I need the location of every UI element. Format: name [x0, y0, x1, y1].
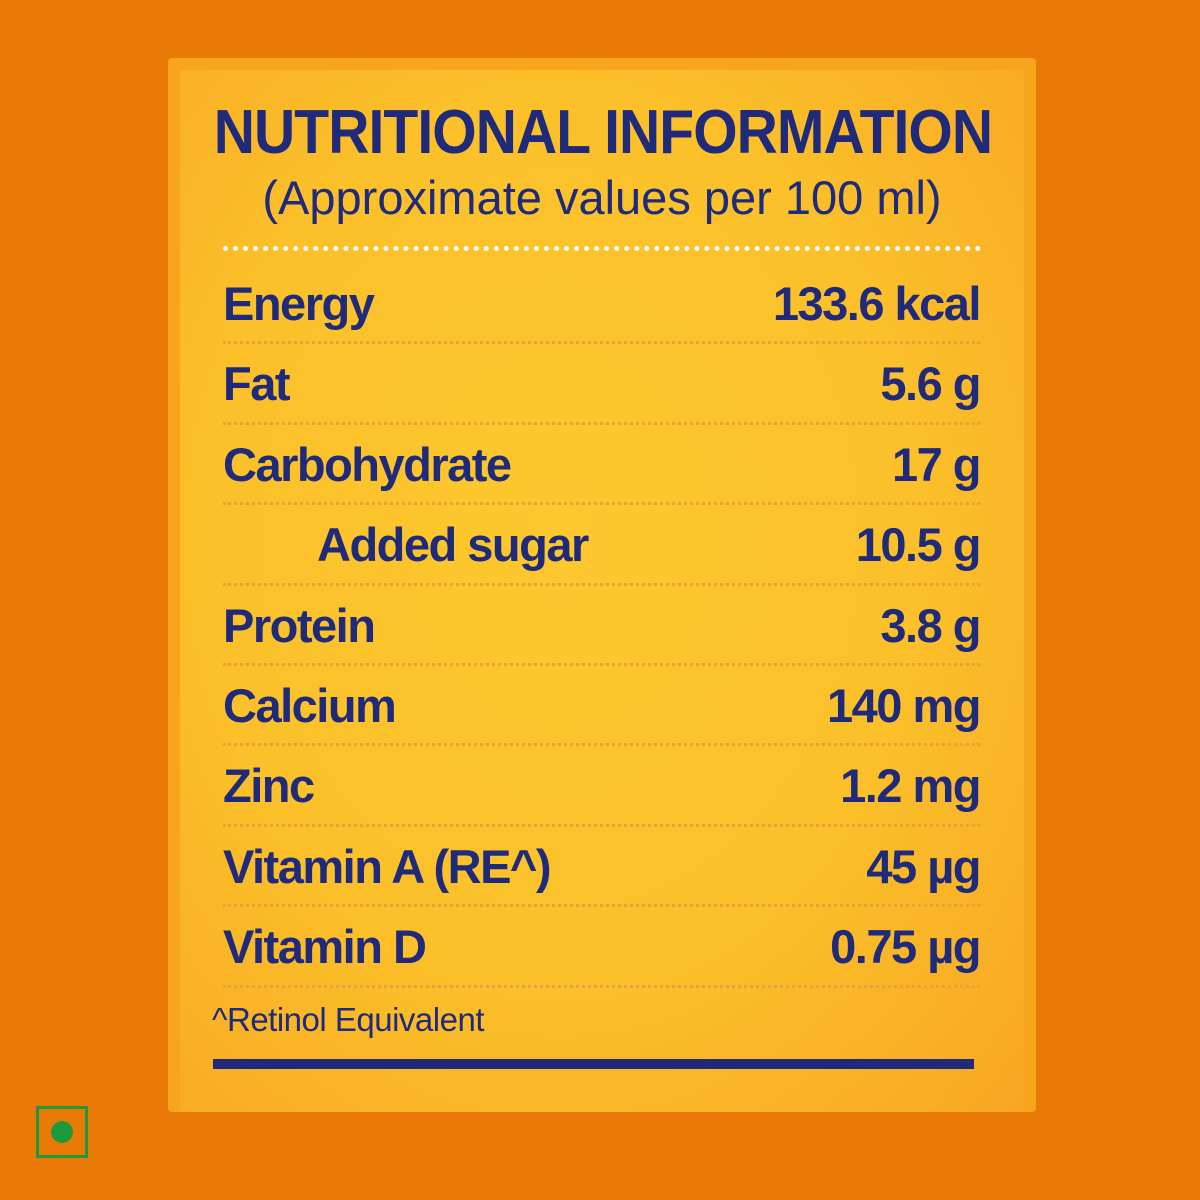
nutrient-value: 133.6 kcal [772, 277, 982, 330]
nutrition-row-protein: Protein 3.8 g [223, 586, 981, 666]
panel-title: NUTRITIONAL INFORMATION [213, 98, 993, 167]
nutrient-label: Zinc [223, 759, 315, 813]
nutrient-label: Vitamin A (RE^) [223, 839, 552, 893]
nutrient-label: Added sugar [317, 518, 589, 572]
nutrient-label: Carbohydrate [223, 437, 512, 491]
vegetarian-mark-icon [36, 1106, 88, 1158]
nutrient-label: Vitamin D [223, 920, 427, 974]
nutrition-row-calcium: Calcium 140 mg [223, 666, 981, 747]
nutrient-value: 45 µg [866, 839, 981, 893]
nutrient-value: 3.8 g [880, 598, 981, 652]
bottom-rule [213, 1059, 974, 1069]
nutrition-row-vitamin-d: Vitamin D 0.75 µg [223, 907, 981, 988]
panel-subtitle: (Approximate values per 100 ml) [262, 171, 942, 224]
nutrient-value: 1.2 mg [840, 759, 981, 813]
nutrition-row-vitamin-a: Vitamin A (RE^) 45 µg [223, 827, 981, 908]
nutrition-table: Energy 133.6 kcal Fat 5.6 g Carbohydrate… [223, 264, 982, 988]
dotted-divider [223, 246, 981, 251]
nutrition-row-added-sugar: Added sugar 10.5 g [223, 505, 982, 586]
nutrition-row-carbohydrate: Carbohydrate 17 g [223, 425, 982, 506]
nutrient-value: 5.6 g [880, 357, 981, 411]
nutrition-panel: NUTRITIONAL INFORMATION (Approximate val… [168, 58, 1036, 1112]
nutrient-label: Calcium [223, 678, 397, 732]
vegetarian-dot-icon [51, 1121, 73, 1143]
nutrition-row-energy: Energy 133.6 kcal [223, 264, 982, 345]
nutrient-value: 17 g [891, 437, 982, 491]
nutrient-label: Fat [223, 357, 291, 411]
footnote: ^Retinol Equivalent [212, 1001, 484, 1038]
nutrient-label: Energy [223, 277, 375, 330]
nutrition-row-fat: Fat 5.6 g [223, 344, 981, 425]
nutrient-value: 10.5 g [855, 518, 982, 572]
nutrition-row-zinc: Zinc 1.2 mg [223, 746, 981, 827]
nutrient-value: 0.75 µg [830, 920, 981, 974]
nutrient-label: Protein [223, 598, 376, 652]
nutrient-value: 140 mg [827, 678, 981, 732]
nutrition-panel-inner: NUTRITIONAL INFORMATION (Approximate val… [180, 70, 1024, 1112]
